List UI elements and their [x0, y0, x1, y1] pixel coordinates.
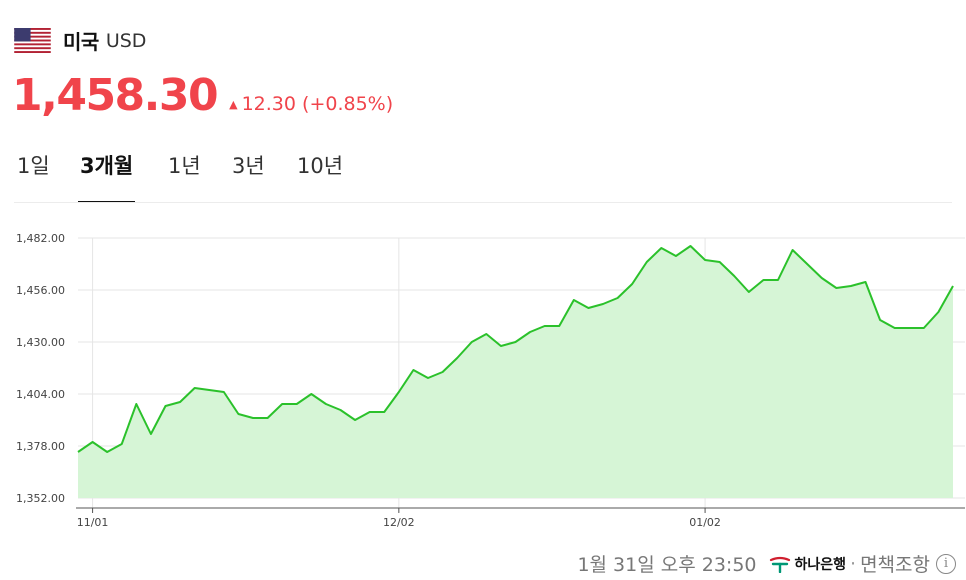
- us-flag-icon: [14, 28, 51, 53]
- hana-bank-logo-icon: [769, 556, 790, 573]
- chart-footer: 1월 31일 오후 23:50 하나은행 · 면책조항 i: [577, 550, 956, 577]
- currency-header: 미국 USD: [14, 26, 146, 55]
- y-tick-label: 1,430.00: [16, 336, 65, 349]
- x-tick-label: 12/02: [383, 516, 415, 529]
- rate-change-value: 12.30 (+0.85%): [241, 93, 394, 115]
- tabs-divider: [14, 202, 952, 203]
- y-tick-label: 1,378.00: [16, 440, 65, 453]
- tab-1-year[interactable]: 1년: [168, 154, 201, 178]
- disclaimer-link[interactable]: 면책조항: [860, 554, 930, 576]
- x-tick-label: 11/01: [77, 516, 109, 529]
- tab-1-day[interactable]: 1일: [17, 154, 50, 178]
- chart-labels: 1,352.00 1,378.00 1,404.00 1,430.00 1,456.00…: [16, 232, 721, 529]
- exchange-rate: 1,458.30: [12, 70, 219, 121]
- y-tick-label: 1,352.00: [16, 492, 65, 505]
- chart-area-layer: [77, 245, 954, 498]
- y-tick-label: 1,482.00: [16, 232, 65, 245]
- tab-10-years[interactable]: 10년: [297, 154, 344, 178]
- separator-dot: ·: [850, 552, 857, 575]
- rate-change: ▲ 12.30 (+0.85%): [229, 93, 393, 115]
- country-name: 미국: [63, 30, 99, 54]
- y-tick-label: 1,404.00: [16, 388, 65, 401]
- chart-axis: [76, 507, 965, 513]
- info-icon[interactable]: i: [936, 553, 956, 574]
- area-fill: [78, 246, 953, 498]
- bank-source: 하나은행: [769, 554, 847, 574]
- up-triangle-icon: ▲: [229, 98, 238, 111]
- rate-row: 1,458.30 ▲ 12.30 (+0.85%): [12, 70, 393, 121]
- x-tick-label: 01/02: [689, 516, 721, 529]
- y-tick-label: 1,456.00: [16, 284, 65, 297]
- tab-3-years[interactable]: 3년: [232, 154, 265, 178]
- currency-code: USD: [105, 29, 147, 52]
- bank-name: 하나은행: [794, 556, 847, 573]
- update-timestamp: 1월 31일 오후 23:50: [577, 554, 757, 576]
